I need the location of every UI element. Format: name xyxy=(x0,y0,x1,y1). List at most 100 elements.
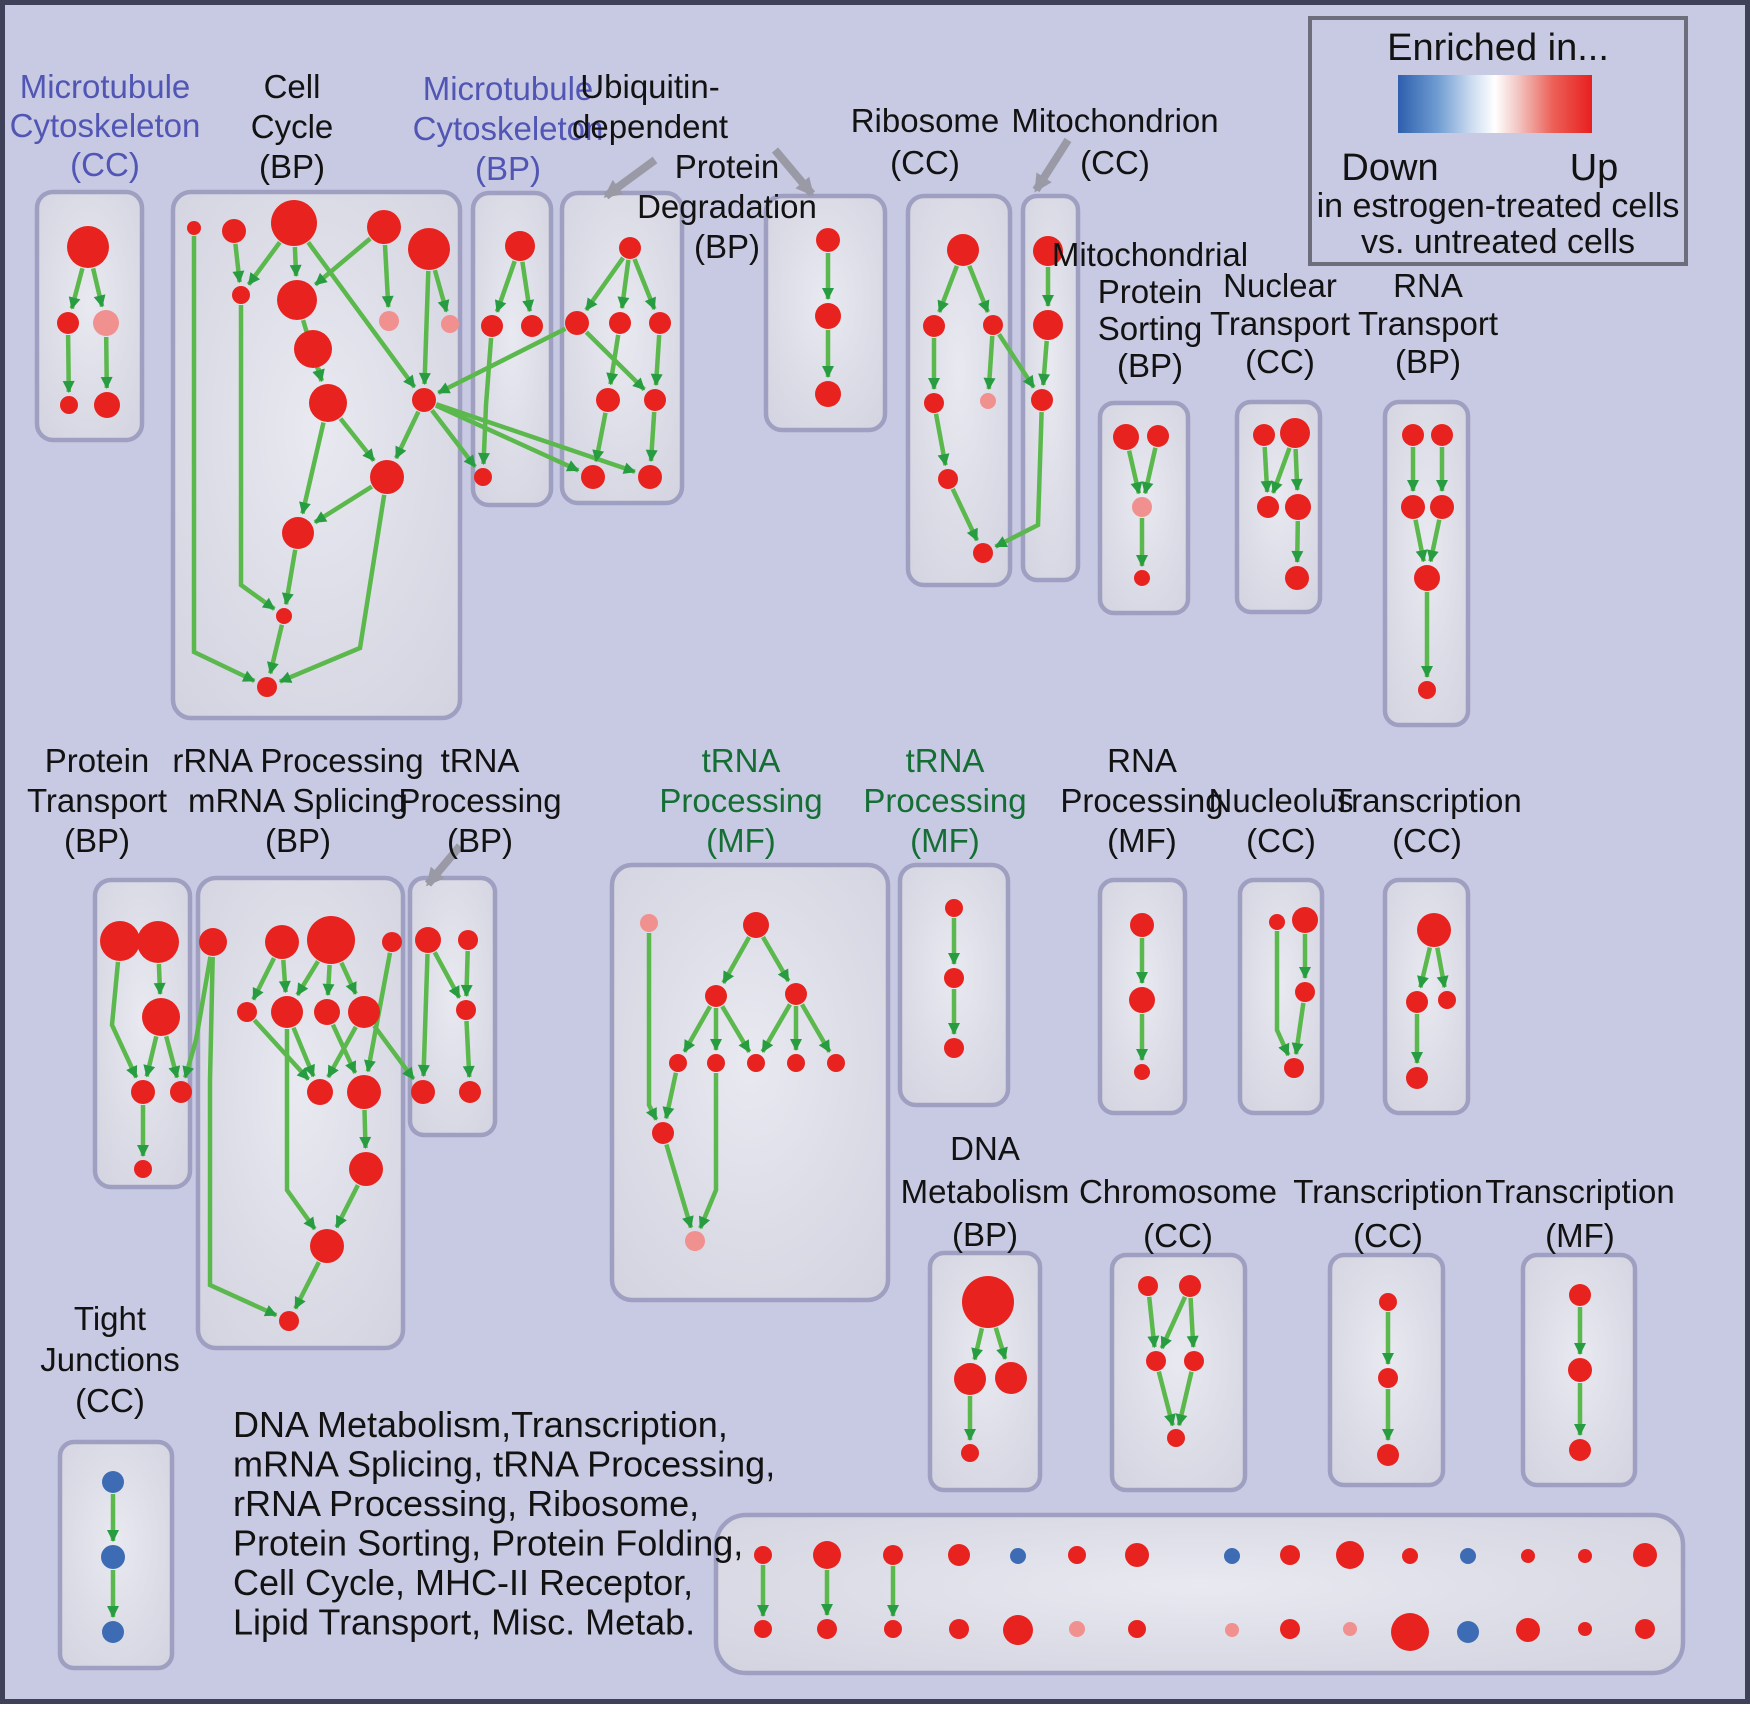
edge-c5-c10 xyxy=(432,269,450,313)
edge-r2-r5 xyxy=(251,957,277,1001)
cluster-label-microtubule-cytoskeleton-bp: (BP) xyxy=(475,150,541,187)
go-term-node-g4-red xyxy=(785,983,807,1005)
edge-m1-m2 xyxy=(494,260,517,313)
merged-terms-annotation: Cell Cycle, MHC-II Receptor, xyxy=(233,1562,693,1603)
go-term-node-w9a-red xyxy=(1280,1545,1300,1565)
edge-u4-u6 xyxy=(650,334,663,386)
cluster-label-chromosome-cc: (CC) xyxy=(1143,1217,1213,1254)
edge-c12-m4 xyxy=(430,408,477,469)
cluster-label-nuclear-transport-cc: Transport xyxy=(1210,305,1350,342)
go-term-node-r6-red xyxy=(271,996,303,1028)
go-term-node-tb1-red xyxy=(415,927,441,953)
go-term-node-e1-red xyxy=(1138,1276,1158,1296)
cluster-label-dna-metabolism-bp: (BP) xyxy=(952,1216,1018,1253)
edge-d1-d3 xyxy=(993,1327,1008,1360)
edge-g1-g10 xyxy=(646,933,659,1121)
cluster-label-rna-transport-bp: RNA xyxy=(1393,267,1463,304)
go-term-node-w7b-red xyxy=(1128,1620,1146,1638)
cluster-label-cell-cycle: (BP) xyxy=(259,148,325,185)
go-term-node-c4-red xyxy=(367,210,401,244)
edge-r8-r9 xyxy=(326,1025,358,1079)
cluster-label-nucleolus-cc: Nucleolus xyxy=(1209,782,1354,819)
go-term-node-tb3-red xyxy=(456,1000,476,1020)
cluster-label-chromosome-cc: Chromosome xyxy=(1079,1173,1277,1210)
edge-u6-u8 xyxy=(645,411,658,462)
edge-g3-g7 xyxy=(720,1005,752,1053)
edge-e2-e3 xyxy=(1159,1295,1188,1350)
edge-c11-c13 xyxy=(338,417,376,463)
cluster-label-rna-processing-mf: (MF) xyxy=(1107,822,1177,859)
edge-c8-c11 xyxy=(313,367,325,382)
cluster-label-protein-transport-bp: Protein xyxy=(45,742,150,779)
edge-nt2-nt4 xyxy=(1290,448,1303,491)
go-term-node-c14-red xyxy=(282,517,314,549)
go-term-node-j3-red xyxy=(1134,1064,1150,1080)
go-term-node-r4-red xyxy=(382,932,402,952)
cluster-label-rrna-processing-mrna-splicing-bp: mRNA Splicing xyxy=(188,782,408,819)
edge-r5-r9 xyxy=(252,1018,311,1081)
edge-nt4-nt5 xyxy=(1291,520,1304,563)
go-term-node-d4-red xyxy=(961,1444,979,1462)
go-term-node-a3-pink xyxy=(93,310,119,336)
edge-rt4-rt5 xyxy=(1426,519,1442,563)
cluster-label-trna-processing-mf-1: tRNA xyxy=(702,742,781,779)
go-term-node-p3-red xyxy=(142,998,180,1036)
go-term-node-g1-pink xyxy=(640,914,658,932)
cluster-label-ubiquitin-label-top: dependent xyxy=(572,108,728,145)
cluster-label-nuclear-transport-cc: (CC) xyxy=(1245,343,1315,380)
go-term-node-w10b-pink xyxy=(1343,1622,1357,1636)
edge-r1-p5 xyxy=(182,956,213,1079)
go-term-node-nt3-red xyxy=(1257,496,1279,518)
go-term-node-w15b-red xyxy=(1635,1619,1655,1639)
cluster-label-rna-processing-mf: Processing xyxy=(1060,782,1223,819)
go-term-node-u8-red xyxy=(638,465,662,489)
cluster-label-transcription-cc-row3: (CC) xyxy=(1353,1217,1423,1254)
edge-c3-c7 xyxy=(289,246,302,277)
go-term-node-z3-blue xyxy=(102,1621,124,1643)
go-term-node-u4-red xyxy=(649,312,671,334)
edge-g10-g11 xyxy=(664,1143,694,1229)
edge-a2-a4 xyxy=(62,334,75,393)
go-term-node-g8-red xyxy=(787,1054,805,1072)
cluster-label-cell-cycle: Cycle xyxy=(251,108,334,145)
cluster-label-ubiquitin-label-bottom: Protein xyxy=(675,148,780,185)
bx-ribosome xyxy=(905,193,1013,588)
edge-r11-r12 xyxy=(334,1184,360,1229)
go-term-node-g11-pink xyxy=(685,1231,705,1251)
edge-c12-c13 xyxy=(394,410,421,460)
go-term-node-c9-pink xyxy=(379,311,399,331)
go-term-node-w15a-red xyxy=(1633,1543,1657,1567)
go-term-node-a1-red xyxy=(67,226,109,268)
go-term-node-s2-red xyxy=(1147,425,1169,447)
edge-tb1-tb3 xyxy=(432,951,462,999)
go-term-node-d2-red xyxy=(954,1363,986,1395)
go-term-node-n1-red xyxy=(1033,236,1063,266)
go-term-node-f3-red xyxy=(1377,1444,1399,1466)
edge-b6-b7 xyxy=(950,487,980,542)
arrow-to-ubiquitin-box-2 xyxy=(771,147,816,197)
edge-c6-c15 xyxy=(238,305,276,611)
go-term-node-b6-red xyxy=(938,469,958,489)
cluster-label-mitochondrial-protein-sorting-bp: (BP) xyxy=(1117,347,1183,384)
edge-p1-p4 xyxy=(109,961,139,1079)
edge-m2-m4 xyxy=(477,337,494,465)
go-term-node-a2-red xyxy=(57,312,79,334)
edge-u1-u2 xyxy=(584,256,625,312)
go-term-node-tb2-red xyxy=(458,930,478,950)
legend-gradient-bar xyxy=(1398,75,1592,133)
edge-tb3-tb5 xyxy=(462,1020,475,1078)
cluster-label-protein-transport-bp: Transport xyxy=(27,782,167,819)
go-term-node-g10-red xyxy=(652,1122,674,1144)
edge-g3-g5 xyxy=(682,1005,713,1053)
edge-g5-g10 xyxy=(662,1072,679,1120)
merged-terms-annotation: Protein Sorting, Protein Folding, xyxy=(233,1523,743,1564)
edge-u5-u7 xyxy=(592,412,608,463)
edge-g4-g7 xyxy=(760,1003,792,1053)
go-term-node-u3-red xyxy=(609,312,631,334)
cluster-label-transcription-cc-row2: Transcription xyxy=(1332,782,1522,819)
go-term-node-c13-red xyxy=(370,460,404,494)
go-term-node-r13-red xyxy=(279,1311,299,1331)
cluster-label-rna-transport-bp: Transport xyxy=(1358,305,1498,342)
legend-title: Enriched in... xyxy=(1387,27,1609,69)
legend-up-label: Up xyxy=(1570,147,1619,189)
